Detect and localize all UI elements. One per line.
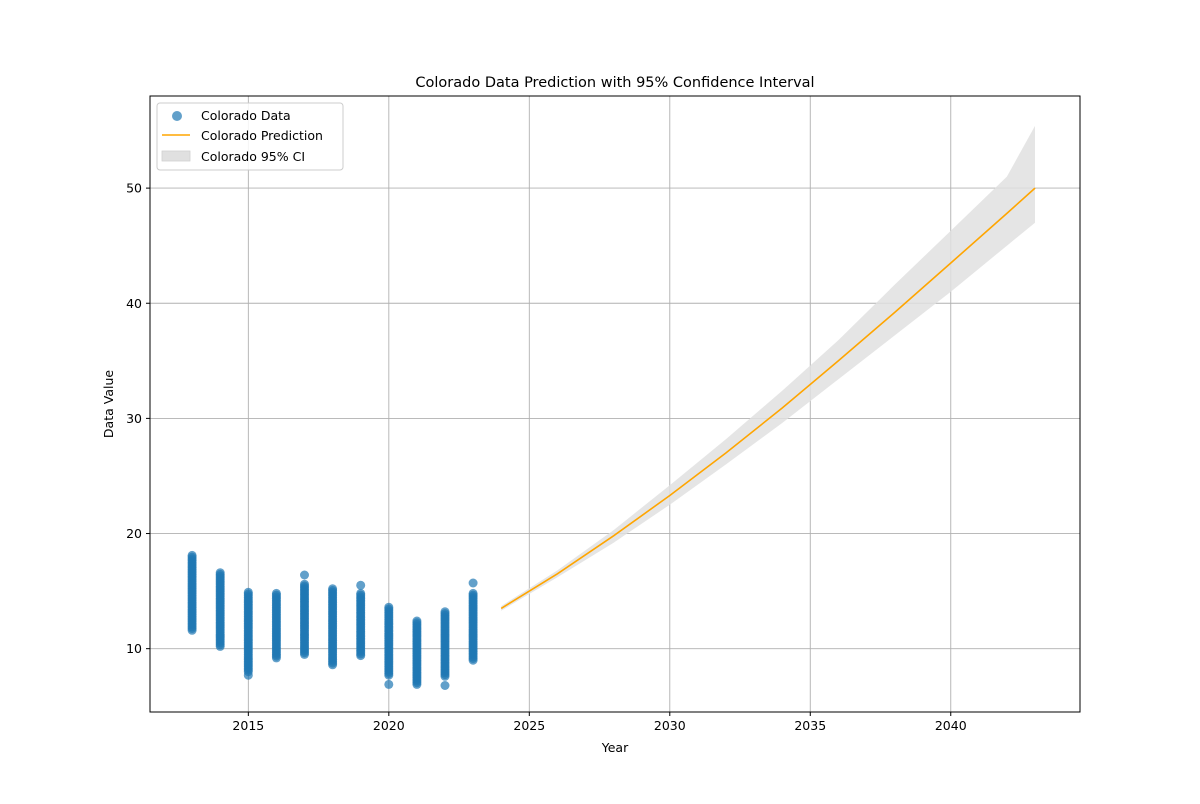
y-tick-label: 40 bbox=[126, 296, 142, 311]
data-point bbox=[412, 616, 422, 626]
data-point bbox=[187, 550, 197, 560]
data-point bbox=[384, 679, 394, 689]
chart-title: Colorado Data Prediction with 95% Confid… bbox=[415, 75, 814, 91]
data-point bbox=[328, 584, 338, 594]
legend-label-data: Colorado Data bbox=[201, 108, 291, 123]
y-tick-label: 10 bbox=[126, 641, 142, 656]
data-point bbox=[440, 607, 450, 617]
x-tick-label: 2030 bbox=[654, 718, 686, 733]
y-tick-label: 50 bbox=[126, 181, 142, 196]
x-tick-label: 2025 bbox=[513, 718, 545, 733]
data-point bbox=[356, 580, 366, 590]
y-axis-label: Data Value bbox=[101, 370, 116, 438]
data-point bbox=[215, 568, 225, 578]
data-point bbox=[384, 602, 394, 612]
data-point bbox=[243, 587, 253, 597]
y-tick-label: 20 bbox=[126, 526, 142, 541]
x-tick-label: 2035 bbox=[794, 718, 826, 733]
legend: Colorado Data Colorado Prediction Colora… bbox=[156, 102, 344, 171]
data-point bbox=[468, 588, 478, 598]
data-point bbox=[271, 588, 281, 598]
legend-box bbox=[156, 102, 344, 171]
y-tick-label: 30 bbox=[126, 411, 142, 426]
legend-marker-data bbox=[172, 111, 182, 121]
data-point bbox=[440, 681, 450, 690]
data-point bbox=[243, 670, 253, 680]
legend-label-prediction: Colorado Prediction bbox=[201, 128, 323, 143]
data-point bbox=[356, 588, 366, 598]
data-point bbox=[300, 579, 309, 589]
data-points bbox=[187, 550, 478, 690]
prediction-line bbox=[500, 187, 1036, 610]
legend-label-ci: Colorado 95% CI bbox=[201, 149, 305, 164]
x-tick-label: 2040 bbox=[935, 718, 967, 733]
data-point bbox=[468, 578, 478, 588]
x-axis-label: Year bbox=[601, 740, 629, 755]
plot-area bbox=[149, 95, 1081, 713]
x-tick-label: 2020 bbox=[373, 718, 405, 733]
prediction-series-line bbox=[500, 187, 1036, 610]
legend-marker-ci bbox=[161, 150, 191, 162]
data-point bbox=[300, 570, 309, 580]
x-tick-label: 2015 bbox=[232, 718, 264, 733]
